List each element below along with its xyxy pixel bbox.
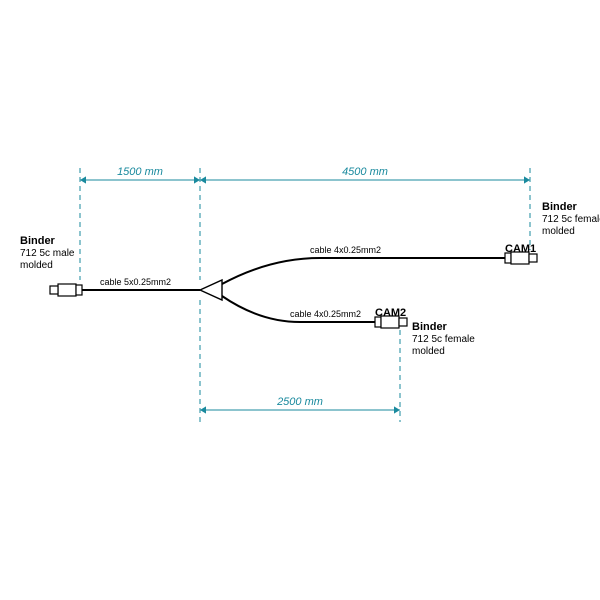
label-left-3: molded (20, 260, 53, 271)
connector-male-collar (76, 285, 82, 295)
label-cam2-2: 712 5c female (412, 334, 475, 345)
connector-cam1-socket (529, 254, 537, 262)
label-cam1-name: CAM1 (505, 243, 536, 255)
label-cam2-1: Binder (412, 321, 448, 333)
connector-male-tip (50, 286, 58, 294)
dim-arrowhead (200, 406, 206, 413)
dim-arrowhead (194, 176, 200, 183)
cable-spec-branch1: cable 4x0.25mm2 (310, 245, 381, 255)
label-left-2: 712 5c male (20, 248, 75, 259)
label-cam2-3: molded (412, 346, 445, 357)
dim-arrowhead (200, 176, 206, 183)
label-cam1-2: 712 5c female (542, 214, 600, 225)
dimension-label: 4500 mm (342, 166, 388, 178)
cable-spec-main: cable 5x0.25mm2 (100, 277, 171, 287)
label-cam1-3: molded (542, 226, 575, 237)
cable-branch-1 (222, 258, 505, 284)
label-cam2-name: CAM2 (375, 307, 406, 319)
y-splitter (200, 280, 222, 300)
cable-spec-branch2: cable 4x0.25mm2 (290, 309, 361, 319)
dimension-label: 1500 mm (117, 166, 163, 178)
dimension-label: 2500 mm (276, 396, 323, 408)
connector-cam2-socket (399, 318, 407, 326)
dim-arrowhead (394, 406, 400, 413)
connector-male-body (58, 284, 76, 296)
dim-arrowhead (524, 176, 530, 183)
dim-arrowhead (80, 176, 86, 183)
label-left-1: Binder (20, 235, 56, 247)
label-cam1-1: Binder (542, 201, 578, 213)
